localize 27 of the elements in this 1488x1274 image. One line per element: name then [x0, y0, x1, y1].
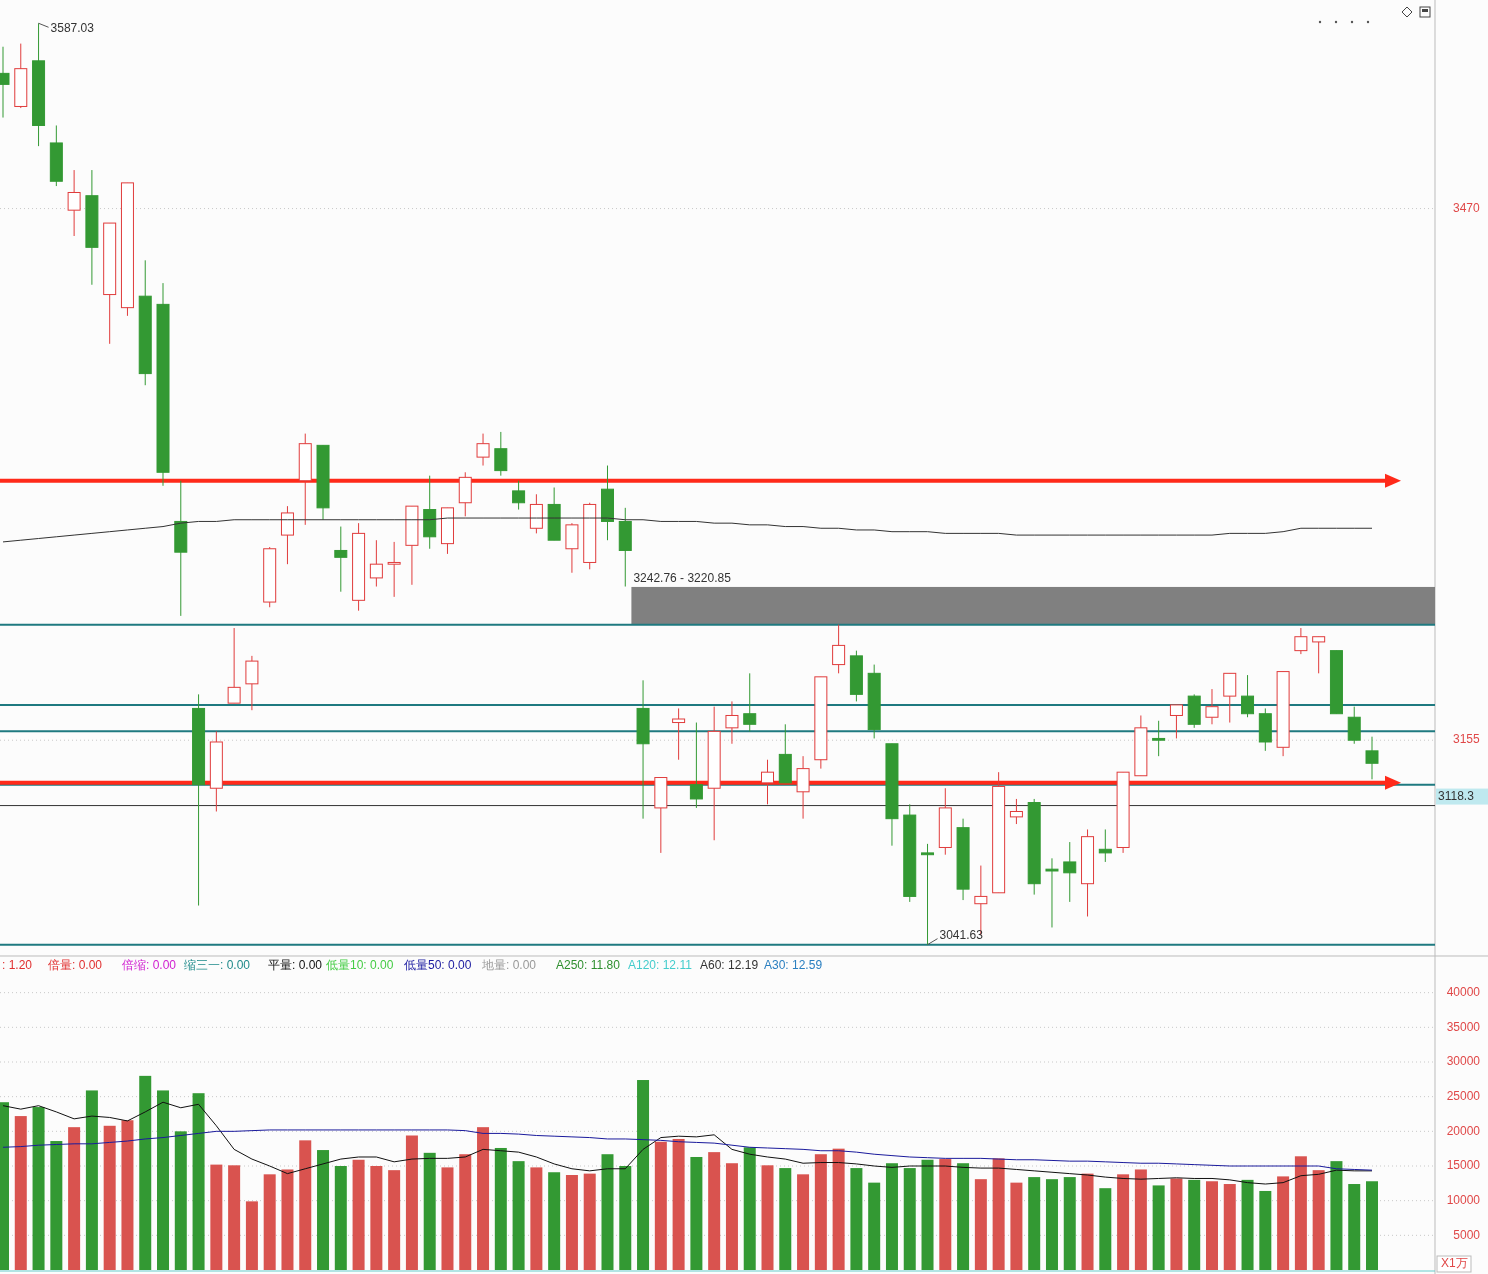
band-label: 3242.76 - 3220.85: [633, 570, 732, 585]
annotation: 低量10: 0.00: [326, 958, 394, 973]
y-tick-label: 3155: [1453, 732, 1481, 747]
annotation: 倍缩: 0.00: [122, 958, 177, 973]
y-tick-label: 5000: [1453, 1227, 1481, 1242]
y-tick-label: 15000: [1446, 1158, 1481, 1173]
annotation: A60: 12.19: [700, 958, 759, 973]
y-tick-label: 35000: [1446, 1019, 1481, 1034]
annotation: 3041.63: [939, 927, 984, 942]
y-tick-label: 40000: [1446, 984, 1481, 999]
y-tick-label: 3470: [1453, 200, 1481, 215]
y-tick-label: 10000: [1446, 1192, 1481, 1207]
y-axis-title: X1万: [1441, 1256, 1468, 1271]
annotation: 平量: 0.00: [268, 958, 323, 973]
annotation: 缩三一: 0.00: [184, 958, 251, 973]
y-tick-label: 20000: [1446, 1123, 1481, 1138]
annotation: 低量50: 0.00: [404, 958, 472, 973]
annotation: 地量: 0.00: [481, 958, 537, 973]
annotation: : 1.20: [2, 958, 33, 973]
annotation: A250: 11.80: [556, 958, 621, 973]
annotation: 倍量: 0.00: [48, 958, 103, 973]
annotation: A120: 12.11: [628, 958, 693, 973]
annotation: 3587.03: [50, 21, 95, 36]
annotation: A30: 12.59: [764, 958, 823, 973]
ref-line-label: 3118.3: [1438, 788, 1475, 803]
y-tick-label: 25000: [1446, 1088, 1481, 1103]
y-tick-label: 30000: [1446, 1054, 1481, 1069]
